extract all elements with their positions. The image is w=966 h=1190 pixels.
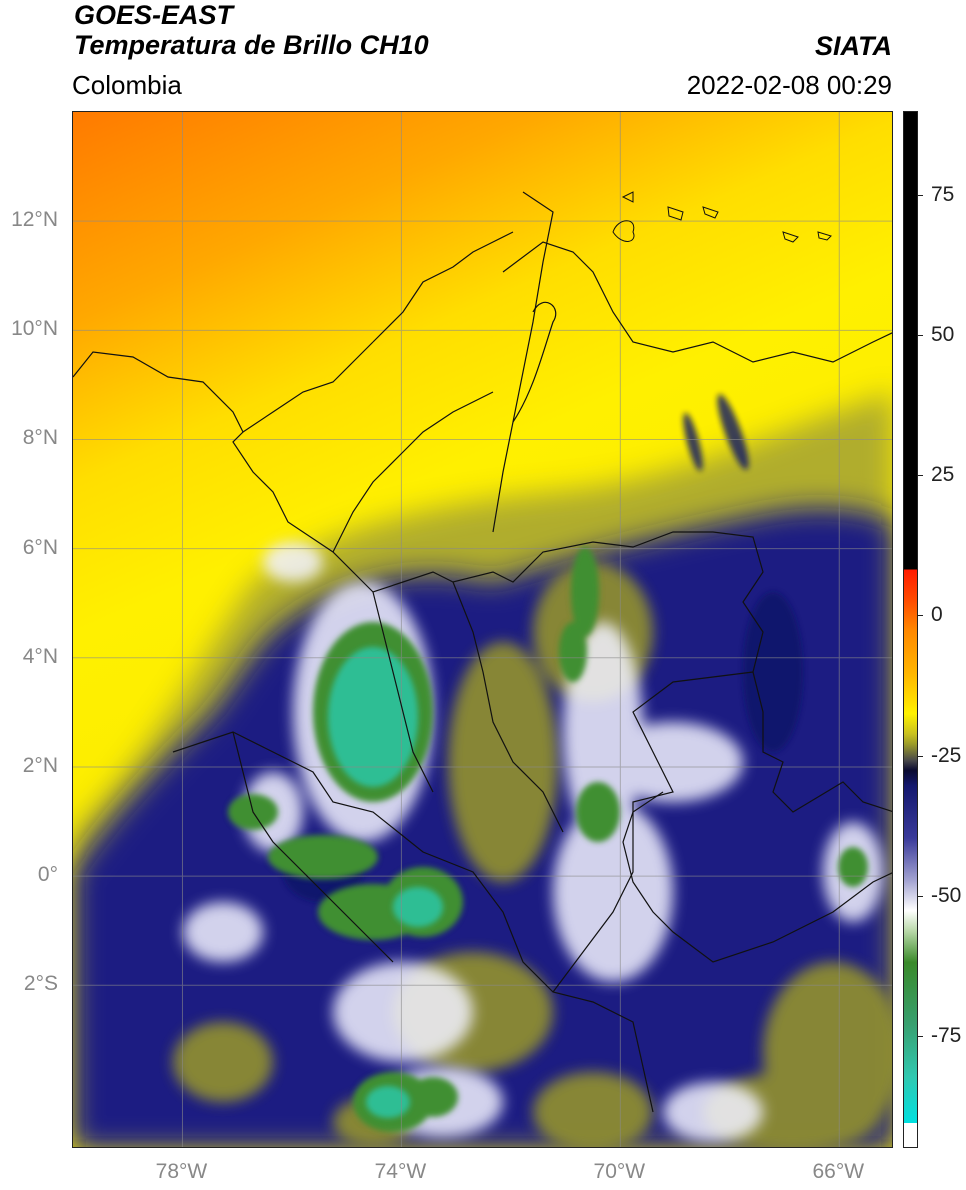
region-label: Colombia — [72, 70, 182, 100]
satellite-image — [73, 112, 892, 1147]
coast-islands — [612, 191, 832, 243]
lat-tick-label: 4°N — [22, 644, 58, 668]
lon-tick-label: 66°W — [812, 1160, 865, 1183]
lat-tick-label: 10°N — [11, 317, 58, 341]
colorbar — [903, 111, 918, 1148]
colorbar-tick — [918, 475, 923, 477]
datetime-label: 2022-02-08 00:29 — [686, 70, 892, 100]
colorbar-tick-label: 75 — [931, 183, 955, 207]
lat-tick-label: 12°N — [11, 208, 58, 232]
lon-tick-label: 70°W — [593, 1160, 646, 1183]
satellite-map — [72, 111, 893, 1148]
colorbar-tick-label: -75 — [931, 1023, 962, 1047]
lon-tick-label: 78°W — [155, 1160, 208, 1183]
lat-tick-label: 2°S — [23, 972, 58, 996]
satellite-title: GOES-EAST — [74, 0, 234, 30]
agency-label: SIATA — [815, 31, 892, 61]
colorbar-gradient — [904, 112, 917, 1147]
colorbar-tick-label: 50 — [931, 323, 955, 347]
lat-tick-label: 8°N — [22, 426, 58, 450]
colorbar-tick — [918, 755, 923, 757]
product-title: Temperatura de Brillo CH10 — [74, 30, 429, 60]
lat-tick-label: 2°N — [22, 753, 58, 777]
colorbar-tick-label: -50 — [931, 883, 962, 907]
lon-tick-label: 74°W — [374, 1160, 427, 1183]
colorbar-tick — [918, 335, 923, 337]
colorbar-tick-label: -25 — [931, 743, 962, 767]
colorbar-tick — [918, 895, 923, 897]
colorbar-tick-label: 25 — [931, 463, 955, 487]
lat-tick-label: 6°N — [22, 535, 58, 559]
lat-tick-label: 0° — [37, 863, 58, 887]
colorbar-tick — [918, 1035, 923, 1037]
colorbar-tick — [918, 195, 923, 197]
colorbar-tick — [918, 615, 923, 617]
colorbar-tick-label: 0 — [931, 603, 943, 627]
borders — [73, 191, 892, 1113]
